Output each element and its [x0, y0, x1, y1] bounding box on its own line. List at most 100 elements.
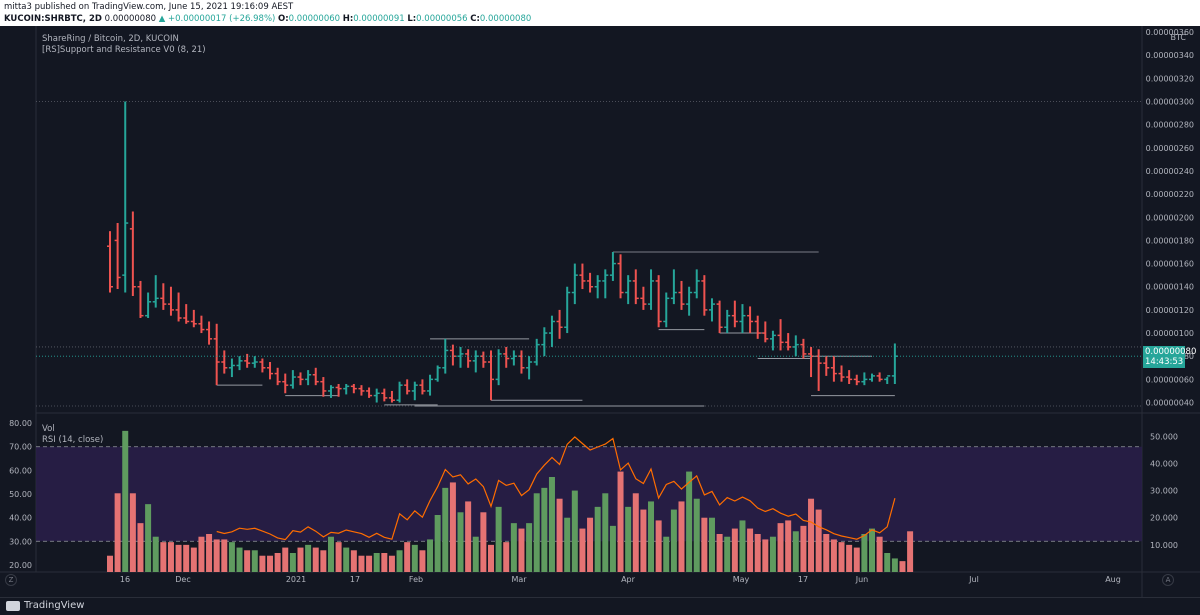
- volume-bar: [785, 520, 792, 572]
- volume-bar: [213, 539, 220, 572]
- volume-bar: [884, 553, 891, 572]
- time-tick-label: Jun: [855, 575, 869, 584]
- volume-bar: [107, 555, 113, 572]
- rsi-title: RSI (14, close): [42, 435, 104, 445]
- tradingview-logo[interactable]: TradingView: [6, 600, 84, 611]
- footer: TradingView: [0, 597, 1200, 615]
- volume-bar: [625, 506, 632, 572]
- volume-bar: [198, 536, 205, 572]
- auto-scale-icon[interactable]: A: [1162, 574, 1174, 586]
- pane-legend: Vol RSI (14, close): [42, 424, 103, 446]
- volume-bar: [449, 482, 456, 572]
- volume-title: Vol: [42, 424, 55, 434]
- volume-bar: [838, 542, 845, 572]
- rsi-tick-label: 60.00: [9, 466, 32, 475]
- chart-area[interactable]: 0.00000360 0.00000340 0.00000320 0.00000300…: [0, 26, 1200, 597]
- volume-bar: [541, 487, 548, 572]
- zoom-icon[interactable]: Z: [5, 574, 17, 586]
- volume-bar: [167, 542, 174, 572]
- time-tick-label: Apr: [621, 575, 636, 584]
- volume-bar: [686, 471, 693, 572]
- volume-bar: [899, 561, 906, 572]
- volume-bar: [427, 539, 434, 572]
- volume-bar: [373, 553, 380, 572]
- volume-bar: [206, 534, 213, 572]
- volume-bar: [594, 506, 601, 572]
- price-tick-label: 0.00000220: [1146, 190, 1194, 199]
- volume-bar: [510, 523, 517, 572]
- volume-bar: [548, 477, 555, 572]
- volume-bar: [488, 544, 494, 572]
- price-tick-label: 0.00000180: [1146, 236, 1194, 245]
- volume-bar: [587, 517, 594, 572]
- price-tick-label: 0.00000360: [1146, 28, 1194, 37]
- volume-bar: [495, 506, 502, 572]
- volume-bar: [472, 536, 479, 572]
- volume-bar: [259, 555, 266, 572]
- change-arrow-icon: ▲: [158, 14, 166, 24]
- bar-countdown: 14:43:53: [1145, 357, 1184, 367]
- volume-bar: [640, 509, 647, 572]
- price-tick-label: 0.00000320: [1146, 74, 1194, 83]
- volume-bar: [663, 536, 670, 572]
- chart-svg[interactable]: 0.00000360 0.00000340 0.00000320 0.00000300…: [0, 26, 1200, 597]
- volume-bar: [861, 534, 868, 572]
- price-tick-label: 0.00000040: [1146, 399, 1194, 408]
- volume-bar: [769, 536, 776, 572]
- volume-bar: [175, 544, 182, 572]
- price-tick-label: 0.00000240: [1146, 167, 1194, 176]
- volume-bar: [480, 512, 487, 572]
- volume-bar: [815, 509, 822, 572]
- rsi-tick-label: 20.00: [9, 561, 32, 570]
- high-value: 0.00000091: [353, 14, 405, 24]
- volume-bar: [754, 534, 761, 572]
- volume-bar: [160, 542, 167, 572]
- volume-bar: [152, 536, 159, 572]
- volume-bar: [731, 528, 738, 572]
- volume-bar: [724, 536, 731, 572]
- low-value: 0.00000056: [416, 14, 468, 24]
- rsi-tick-label: 50.00: [9, 490, 32, 499]
- rsi-tick-label: 40.00: [9, 514, 32, 523]
- time-tick-label: 17: [798, 575, 808, 584]
- volume-bar: [518, 528, 525, 572]
- volume-bar: [457, 512, 464, 572]
- volume-bar: [777, 523, 784, 572]
- series-title: ShareRing / Bitcoin, 2D, KUCOIN: [42, 34, 179, 44]
- volume-bar: [404, 542, 411, 572]
- volume-bar: [343, 547, 350, 572]
- time-tick-label: May: [733, 575, 750, 584]
- volume-bar: [617, 471, 624, 572]
- low-label: L:: [407, 14, 417, 24]
- close-value: 0.00000080: [479, 14, 532, 24]
- volume-bar: [297, 547, 304, 572]
- volume-bar: [846, 544, 853, 572]
- volume-bar: [320, 550, 327, 572]
- indicator-title: [RS]Support and Resistance V0 (8, 21): [42, 45, 206, 55]
- volume-tick-label: 40.000: [1150, 459, 1178, 468]
- volume-bar: [609, 525, 616, 572]
- rsi-tick-label: 30.00: [9, 537, 32, 546]
- volume-bar: [137, 523, 144, 572]
- volume-bar: [274, 553, 281, 572]
- volume-bar: [381, 553, 388, 572]
- price-change: +0.00000017 (+26.98%): [167, 14, 276, 24]
- volume-bar: [396, 550, 403, 572]
- volume-tick-label: 30.000: [1150, 487, 1178, 496]
- volume-bar: [114, 493, 121, 572]
- volume-bar: [327, 536, 334, 572]
- volume-bar: [312, 547, 319, 572]
- volume-bar: [228, 542, 235, 572]
- volume-bar: [708, 517, 715, 572]
- volume-bar: [571, 490, 578, 572]
- volume-bar: [762, 539, 769, 572]
- volume-bar: [533, 493, 540, 572]
- volume-bar: [236, 547, 243, 572]
- volume-bar: [853, 547, 860, 572]
- time-tick-label: 17: [350, 575, 360, 584]
- volume-bar: [305, 544, 312, 572]
- volume-tick-label: 20.000: [1150, 514, 1178, 523]
- price-tick-label: 0.00000300: [1146, 97, 1194, 106]
- time-tick-label: Aug: [1105, 575, 1121, 584]
- volume-bar: [411, 544, 418, 572]
